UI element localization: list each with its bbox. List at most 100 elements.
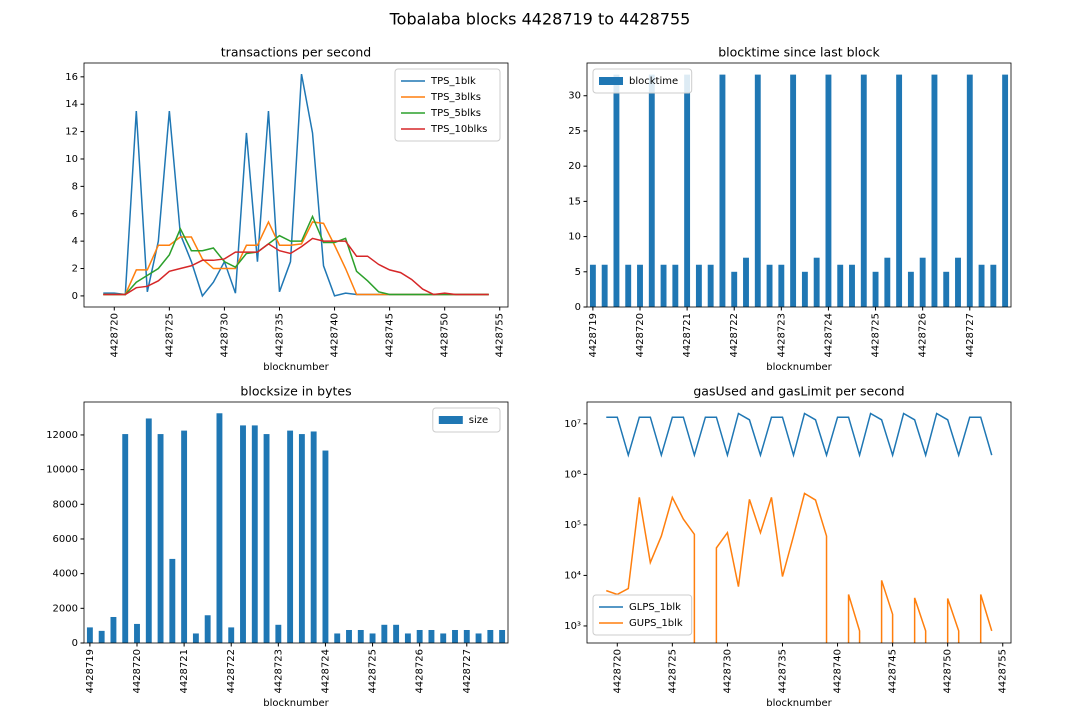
bar xyxy=(872,271,879,307)
bar xyxy=(695,264,702,307)
bar xyxy=(98,630,105,643)
plot-area xyxy=(606,412,993,643)
x-tick-label: 4428755 xyxy=(495,313,506,358)
bar xyxy=(157,434,164,643)
x-tick-label: 4428750 xyxy=(440,313,451,358)
bar xyxy=(884,257,891,307)
legend-label: TPS_3blks xyxy=(430,92,481,103)
bar xyxy=(134,623,140,643)
bar xyxy=(169,558,176,643)
legend-box xyxy=(592,594,693,636)
x-tick-label: 4428722 xyxy=(729,313,740,358)
x-axis-label: blocknumber xyxy=(263,698,329,709)
bar xyxy=(181,430,188,643)
y-tick-label: 5 xyxy=(575,267,581,278)
x-tick-label: 4428722 xyxy=(226,649,237,694)
bar xyxy=(990,264,997,307)
bar xyxy=(416,629,423,643)
y-tick-label: 0 xyxy=(575,302,581,313)
y-tick-label: 10000 xyxy=(46,465,78,476)
axes-frame xyxy=(83,62,509,308)
x-tick-label: 4428745 xyxy=(385,313,396,358)
y-tick-label: 20 xyxy=(568,161,581,172)
x-tick-label: 4428740 xyxy=(330,313,341,358)
axes-frame xyxy=(586,62,1012,308)
bar xyxy=(955,257,961,307)
legend-label: blocktime xyxy=(629,76,678,87)
x-tick-label: 4428735 xyxy=(777,649,788,694)
bar xyxy=(287,430,294,643)
legend: size xyxy=(432,407,501,433)
bar xyxy=(601,264,608,307)
bar xyxy=(648,74,655,307)
x-tick-label: 4428721 xyxy=(682,313,693,358)
bar xyxy=(754,74,761,307)
y-tick-label: 15 xyxy=(568,196,581,207)
y-tick-label: 10 xyxy=(65,154,78,165)
bar xyxy=(613,74,620,307)
bar xyxy=(637,264,643,307)
x-tick-label: 4428735 xyxy=(274,313,285,358)
x-tick-label: 4428740 xyxy=(833,649,844,694)
bar xyxy=(660,264,667,307)
bar xyxy=(216,413,223,643)
y-tick-label: 8 xyxy=(72,181,78,192)
axes-title: transactions per second xyxy=(221,45,371,60)
y-tick-label: 14 xyxy=(65,99,78,110)
bar xyxy=(487,629,494,643)
y-tick-label: 4000 xyxy=(53,569,78,580)
y-tick-label: 4 xyxy=(72,236,78,247)
axes-title: gasUsed and gasLimit per second xyxy=(693,384,904,399)
axes-frame xyxy=(586,401,1012,644)
x-tick-label: 4428725 xyxy=(667,649,678,694)
bar xyxy=(978,264,985,307)
bar xyxy=(440,633,447,643)
x-tick-label: 4428719 xyxy=(85,649,96,694)
y-tick-label: 30 xyxy=(568,91,581,102)
x-tick-label: 4428723 xyxy=(776,313,787,358)
legend-label: GUPS_1blk xyxy=(629,618,683,629)
bar xyxy=(322,450,329,643)
x-tick-label: 4428727 xyxy=(965,313,976,358)
bar xyxy=(860,74,867,307)
legend-label: TPS_5blks xyxy=(430,108,481,119)
series-line xyxy=(103,220,489,296)
x-tick-label: 4428724 xyxy=(823,313,834,358)
bar xyxy=(907,271,914,307)
x-axis-label: blocknumber xyxy=(766,698,832,709)
legend: GLPS_1blk GUPS_1blk xyxy=(592,594,693,636)
bar xyxy=(943,271,950,307)
bar xyxy=(475,633,482,643)
bar xyxy=(837,264,844,307)
series-line xyxy=(103,237,489,296)
bar xyxy=(813,257,820,307)
y-tick-label: 10³ xyxy=(564,621,581,632)
bar xyxy=(452,629,458,643)
x-tick-label: 4428725 xyxy=(871,313,882,358)
plot-area xyxy=(589,74,1009,307)
bar xyxy=(228,627,235,643)
x-tick-label: 4428725 xyxy=(164,313,175,358)
x-tick-label: 4428755 xyxy=(998,649,1009,694)
bar xyxy=(357,629,364,643)
x-tick-label: 4428726 xyxy=(918,313,929,358)
y-tick-label: 10⁷ xyxy=(564,419,581,430)
x-tick-label: 4428720 xyxy=(132,649,143,694)
plot-area xyxy=(103,73,489,298)
y-tick-label: 25 xyxy=(568,126,581,137)
legend-label: TPS_1blk xyxy=(430,76,476,87)
y-tick-label: 12000 xyxy=(46,430,78,441)
bar xyxy=(393,624,400,643)
bar xyxy=(801,271,808,307)
series-line xyxy=(103,214,489,296)
y-tick-label: 10⁵ xyxy=(564,520,581,531)
bar xyxy=(731,271,738,307)
legend: TPS_1blk TPS_3blks TPS_5blks TPS_10blks xyxy=(394,68,501,142)
x-tick-label: 4428719 xyxy=(588,313,599,358)
y-tick-label: 2 xyxy=(72,264,78,275)
axes-frame xyxy=(83,401,509,644)
y-tick-label: 0 xyxy=(72,291,78,302)
plot-area xyxy=(86,413,506,643)
x-tick-label: 4428730 xyxy=(219,313,230,358)
